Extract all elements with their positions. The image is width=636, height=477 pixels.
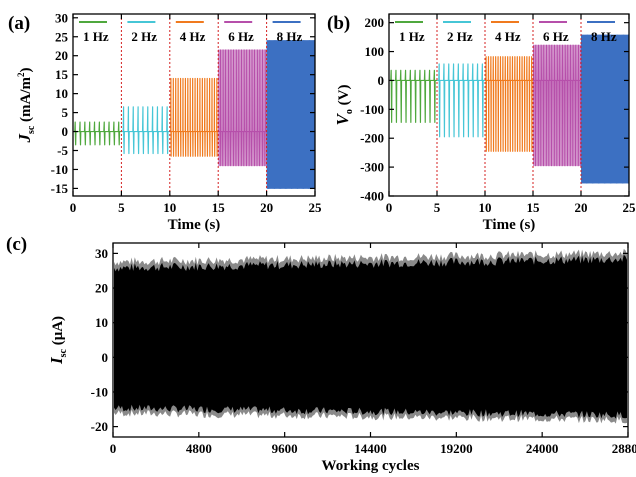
y-axis-label: Jsc (mA/m2)	[15, 67, 37, 143]
x-tick-label: 19200	[440, 441, 473, 456]
panel-label: (a)	[8, 13, 30, 34]
y-label-symbol: I	[47, 356, 66, 365]
panel-label: (b)	[327, 13, 350, 34]
y-tick-label: 200	[365, 15, 385, 30]
series-line-4hz	[169, 77, 219, 157]
legend-label-1hz: 1 Hz	[399, 29, 425, 44]
series-line-1hz	[389, 69, 437, 123]
y-tick-label: -100	[360, 102, 384, 117]
plot-area	[73, 39, 315, 190]
y-tick-label: -400	[360, 189, 384, 204]
y-tick-label: 0	[102, 350, 109, 365]
series-line-2hz	[437, 63, 485, 138]
y-label-subscript: o	[344, 109, 355, 114]
y-label-unit: (mA/m	[18, 76, 34, 125]
legend-label-8hz: 8 Hz	[277, 29, 303, 44]
x-tick-label: 20	[575, 200, 588, 215]
y-label-symbol: J	[15, 134, 34, 144]
series-line-6hz	[218, 49, 267, 167]
x-tick-label: 28800	[612, 441, 636, 456]
series-line-8hz	[266, 39, 315, 190]
y-tick-label: -10	[91, 384, 108, 399]
panel-b: 1 Hz 2 Hz 4 Hz 6 Hz 8 Hz 0 5 10 15 20 25 -400 -300 -2…	[327, 13, 636, 233]
x-tick-label: 5	[434, 200, 441, 215]
x-tick-label: 10	[163, 200, 176, 215]
y-tick-label: 10	[55, 86, 68, 101]
series-line-8hz	[580, 34, 629, 184]
x-tick-label: 15	[527, 200, 541, 215]
y-axis-label: Vo (V)	[333, 85, 355, 126]
y-tick-label: 0	[378, 73, 385, 88]
y-tick-label: 0	[62, 124, 69, 139]
x-tick-label: 0	[110, 441, 117, 456]
series-line-6hz	[532, 44, 581, 167]
y-tick-label: -300	[360, 160, 384, 175]
x-tick-label: 9600	[272, 441, 298, 456]
signal-envelope	[114, 254, 627, 419]
legend-label-6hz: 6 Hz	[543, 29, 569, 44]
legend-label-1hz: 1 Hz	[83, 29, 109, 44]
series-line-1hz	[73, 121, 122, 146]
x-axis-label: Time (s)	[483, 217, 536, 233]
x-tick-label: 5	[118, 200, 125, 215]
y-label-superscript: 2	[16, 72, 26, 77]
y-tick-label: 25	[55, 29, 69, 44]
panel-c: 0 4800 9600 14400 19200 24000 28800 -20 -10 0 10 20…	[6, 234, 636, 474]
y-label-symbol: V	[333, 112, 352, 125]
x-tick-label: 15	[212, 200, 226, 215]
x-axis-label: Working cycles	[322, 458, 420, 474]
x-axis-label: Time (s)	[168, 217, 221, 233]
x-tick-label: 0	[70, 200, 77, 215]
legend-label-2hz: 2 Hz	[447, 29, 473, 44]
plot-area	[389, 34, 629, 184]
x-tick-label: 14400	[354, 441, 387, 456]
x-tick-label: 4800	[186, 441, 212, 456]
series-line-4hz	[485, 56, 533, 152]
y-tick-label: 15	[55, 67, 69, 82]
y-label-subscript: sc	[58, 349, 69, 358]
plot-frame	[72, 13, 316, 197]
legend-label-4hz: 4 Hz	[495, 29, 521, 44]
x-tick-label: 25	[623, 200, 636, 215]
y-tick-label: 20	[55, 48, 68, 63]
y-tick-label: -20	[91, 419, 108, 434]
y-tick-label: 10	[95, 315, 108, 330]
x-tick-label: 10	[479, 200, 492, 215]
y-label-subscript: sc	[26, 125, 37, 134]
y-tick-label: 20	[95, 281, 108, 296]
y-label-close: )	[18, 67, 34, 72]
y-tick-label: 5	[62, 105, 69, 120]
y-tick-label: 30	[95, 246, 108, 261]
series-line-2hz	[121, 106, 170, 155]
y-tick-label: -200	[360, 131, 384, 146]
legend-label-6hz: 6 Hz	[228, 29, 254, 44]
y-tick-label: -15	[51, 181, 69, 196]
y-label-unit: (V)	[336, 85, 352, 110]
legend-label-8hz: 8 Hz	[591, 29, 617, 44]
y-tick-label: -10	[51, 162, 68, 177]
y-tick-label: -5	[57, 143, 68, 158]
panel-label: (c)	[6, 234, 27, 255]
x-tick-label: 25	[309, 200, 323, 215]
legend-label-4hz: 4 Hz	[180, 29, 206, 44]
panel-a: 1 Hz 2 Hz 4 Hz 6 Hz 8 Hz 0 5 10 15 20 25 -15 -10 -5 0 5…	[8, 10, 322, 233]
y-tick-label: 30	[55, 10, 68, 25]
x-tick-label: 24000	[526, 441, 559, 456]
plot-frame	[388, 13, 630, 197]
legend-label-2hz: 2 Hz	[131, 29, 157, 44]
y-tick-label: 100	[365, 44, 385, 59]
x-tick-label: 20	[260, 200, 273, 215]
x-tick-label: 0	[386, 200, 393, 215]
y-axis-label: Isc (μA)	[47, 316, 69, 365]
y-label-unit: (μA)	[50, 316, 66, 349]
